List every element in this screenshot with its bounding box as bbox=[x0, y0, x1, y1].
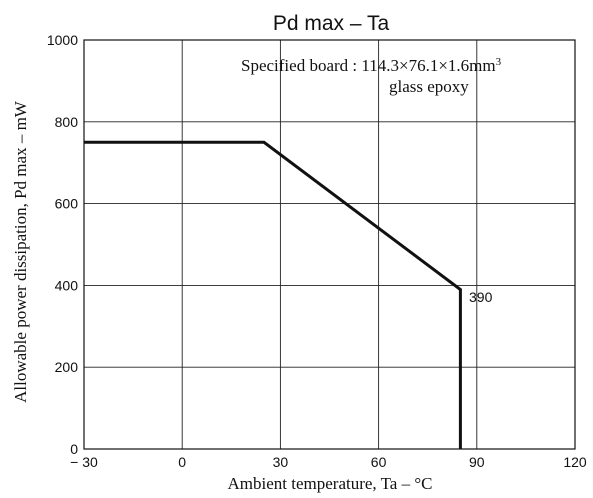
board-spec-superscript: 3 bbox=[496, 56, 502, 68]
board-spec-note: Specified board : 114.3×76.1×1.6mm3 bbox=[241, 56, 502, 75]
x-axis-label: Ambient temperature, Ta – °C bbox=[228, 474, 433, 493]
chart-title: Pd max – Ta bbox=[273, 12, 390, 35]
plot-frame bbox=[83, 39, 576, 450]
point-label-390: 390 bbox=[469, 289, 493, 305]
x-tick-label: 60 bbox=[371, 454, 387, 470]
x-tick-label: 90 bbox=[469, 454, 485, 470]
y-tick-label: 200 bbox=[55, 359, 79, 375]
y-tick-label: 600 bbox=[55, 196, 79, 212]
derating-curve bbox=[84, 140, 462, 449]
y-tick-label: 1000 bbox=[47, 32, 78, 48]
y-axis-label: Allowable power dissipation, Pd max – mW bbox=[11, 100, 30, 403]
x-tick-label: − 30 bbox=[70, 454, 98, 470]
y-tick-label: 400 bbox=[55, 277, 79, 293]
x-axis-ticks: − 30 0 30 60 90 120 bbox=[70, 454, 587, 470]
x-tick-label: 120 bbox=[563, 454, 587, 470]
y-tick-label: 0 bbox=[70, 441, 78, 457]
grid-lines bbox=[84, 40, 575, 449]
x-tick-label: 0 bbox=[178, 454, 186, 470]
y-tick-label: 800 bbox=[55, 114, 79, 130]
board-spec-text: Specified board : 114.3×76.1×1.6mm bbox=[241, 56, 496, 75]
board-material-note: glass epoxy bbox=[389, 77, 469, 96]
x-tick-label: 30 bbox=[273, 454, 289, 470]
y-axis-ticks: 0 200 400 600 800 1000 bbox=[47, 32, 78, 457]
